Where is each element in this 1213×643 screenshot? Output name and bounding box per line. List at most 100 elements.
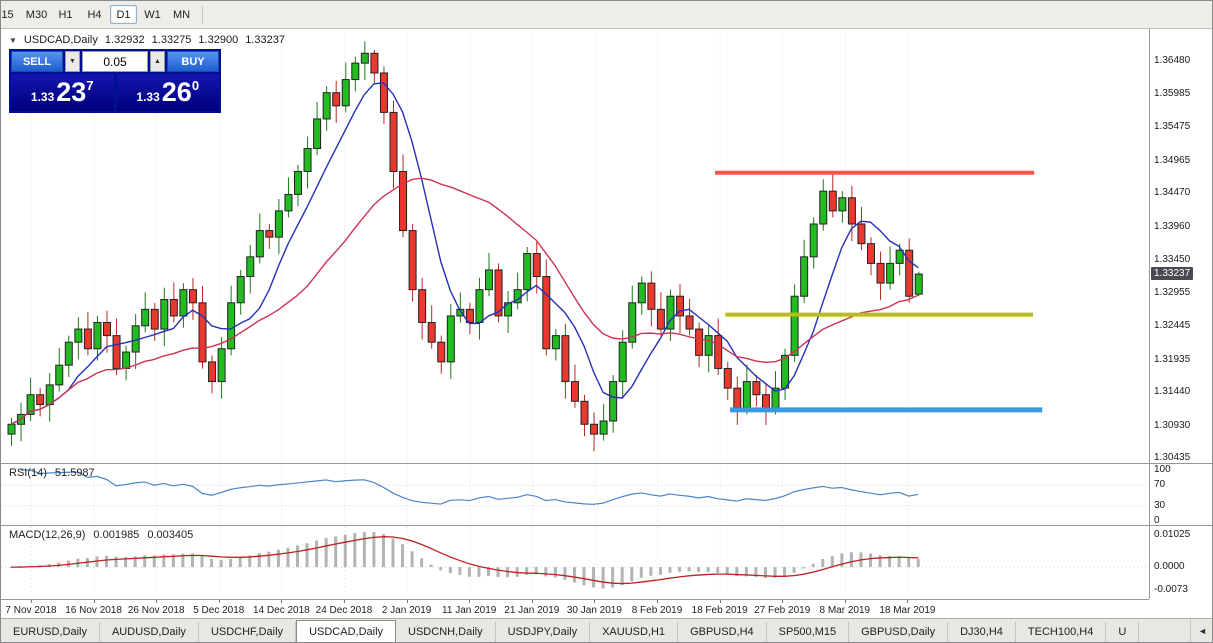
- volume-decrease-icon[interactable]: ▼: [65, 51, 80, 72]
- sell-price-pipette: 7: [86, 78, 94, 93]
- date-axis[interactable]: 7 Nov 2018 16 Nov 2018 26 Nov 2018 5 Dec 20…: [1, 599, 1149, 620]
- price-axis-label: 1.32955: [1154, 286, 1191, 298]
- chart-tab-usdjpy-daily[interactable]: USDJPY,Daily: [496, 622, 591, 642]
- date-axis-label: 24 Dec 2018: [315, 605, 373, 616]
- date-tick-mark: [782, 600, 784, 603]
- date-tick-mark: [531, 600, 533, 603]
- date-axis-label: 18 Feb 2019: [691, 605, 748, 616]
- date-axis-label: 8 Mar 2019: [819, 605, 871, 616]
- chart-tab-tech100-h4[interactable]: TECH100,H4: [1016, 622, 1107, 642]
- macd-label: MACD(12,26,9): [9, 529, 86, 541]
- date-tick-mark: [156, 600, 158, 603]
- date-tick-mark: [907, 600, 909, 603]
- date-axis-label: 7 Nov 2018: [5, 605, 57, 616]
- chart-tab-sp500-m15[interactable]: SP500,M15: [767, 622, 850, 642]
- chart-tab-gbpusd-daily[interactable]: GBPUSD,Daily: [849, 622, 949, 642]
- chart-tab-dj30-h4[interactable]: DJ30,H4: [948, 622, 1016, 642]
- date-tick-mark: [469, 600, 471, 603]
- buy-price-big: 26: [161, 77, 192, 107]
- macd-header: MACD(12,26,9) 0.001985 0.003405: [9, 529, 193, 541]
- rsi-axis: 100 70 30 0: [1149, 464, 1212, 526]
- rsi-header: RSI(14) 51.5987: [9, 467, 95, 479]
- macd-axis-label: 0.0000: [1154, 561, 1185, 573]
- chart-tab-audusd-daily[interactable]: AUDUSD,Daily: [100, 622, 199, 642]
- price-axis-label: 1.35475: [1154, 121, 1191, 133]
- timeframe-button-d1[interactable]: D1: [110, 5, 137, 24]
- chart-tab-u[interactable]: U: [1106, 622, 1140, 642]
- date-axis-label: 30 Jan 2019: [566, 605, 622, 616]
- symbol-title: USDCAD,Daily: [23, 34, 98, 46]
- rsi-axis-label: 100: [1154, 464, 1171, 475]
- ohlc-close: 1.33237: [245, 34, 285, 46]
- price-axis-label: 1.31935: [1154, 353, 1191, 365]
- macd-canvas: [1, 527, 1149, 600]
- chart-tab-usdcad-daily[interactable]: USDCAD,Daily: [296, 620, 397, 642]
- date-axis-label: 26 Nov 2018: [127, 605, 185, 616]
- chart-tab-usdcnh-daily[interactable]: USDCNH,Daily: [396, 622, 496, 642]
- price-axis-label: 1.31440: [1154, 386, 1191, 398]
- date-tick-mark: [344, 600, 345, 603]
- macd-panel: MACD(12,26,9) 0.001985 0.003405 0.01025 0…: [1, 525, 1212, 600]
- ohlc-low: 1.32900: [198, 34, 239, 46]
- date-tick-mark: [31, 600, 32, 603]
- macd-axis-label: -0.0073: [1154, 584, 1188, 595]
- chart-tab-eurusd-daily[interactable]: EURUSD,Daily: [1, 622, 100, 642]
- date-axis-label: 8 Feb 2019: [631, 605, 683, 616]
- macd-axis: 0.01025 0.0000 -0.0073: [1149, 526, 1212, 599]
- date-tick-mark: [594, 600, 596, 603]
- date-axis-label: 18 Mar 2019: [879, 605, 936, 616]
- timeframe-button-h1[interactable]: H1: [58, 8, 73, 21]
- volume-input[interactable]: [82, 51, 148, 72]
- price-axis-label: 1.33960: [1154, 220, 1191, 232]
- macd-axis-label: 0.01025: [1154, 529, 1191, 540]
- date-tick-mark: [844, 600, 846, 603]
- price-axis-label: 1.34965: [1154, 154, 1191, 166]
- timeframe-button-mn[interactable]: MN: [172, 8, 191, 21]
- macd-signal-value: 0.003405: [147, 529, 194, 541]
- sell-price-prefix: 1.33: [30, 90, 55, 104]
- date-axis-label: 27 Feb 2019: [754, 605, 811, 616]
- rsi-label: RSI(14): [9, 467, 47, 479]
- chart-tab-gbpusd-h4[interactable]: GBPUSD,H4: [678, 622, 767, 642]
- sell-button[interactable]: SELL: [11, 51, 63, 72]
- price-axis[interactable]: 1.36480 1.35985 1.35475 1.34965 1.34470 1.339…: [1149, 29, 1212, 464]
- one-click-toggle-icon[interactable]: ▼: [9, 35, 17, 45]
- toolbar-separator: [202, 5, 203, 24]
- price-axis-label: 1.32445: [1154, 320, 1191, 332]
- one-click-trading-panel: SELL ▼ ▲ BUY 1.33 23 7 1.33 26 0: [9, 49, 221, 113]
- date-tick-mark: [719, 600, 721, 603]
- chart-tabs: EURUSD,Daily AUDUSD,Daily USDCHF,Daily USDC…: [1, 619, 1190, 642]
- price-axis-label: 1.35985: [1154, 87, 1191, 99]
- timeframe-button-m30[interactable]: M30: [25, 8, 48, 21]
- buy-price-box[interactable]: 1.33 26 0: [116, 74, 219, 111]
- chart-tabbar: EURUSD,Daily AUDUSD,Daily USDCHF,Daily USDC…: [1, 618, 1212, 642]
- chart-tab-xauusd-h1[interactable]: XAUUSD,H1: [590, 622, 679, 642]
- timeframe-button-h4[interactable]: H4: [87, 8, 102, 21]
- price-axis-label: 1.30435: [1154, 452, 1191, 464]
- timeframe-button-w1[interactable]: W1: [144, 8, 161, 21]
- ohlc-open: 1.32932: [104, 34, 145, 46]
- price-axis-label: 1.30930: [1154, 419, 1191, 431]
- rsi-panel: RSI(14) 51.5987 100 70 30 0: [1, 463, 1212, 526]
- macd-value: 0.001985: [93, 529, 140, 541]
- sell-price-box[interactable]: 1.33 23 7: [11, 74, 114, 111]
- buy-button[interactable]: BUY: [167, 51, 219, 72]
- tab-scroll-left-icon[interactable]: ◄: [1190, 619, 1212, 642]
- sell-price-big: 23: [56, 77, 87, 107]
- volume-increase-icon[interactable]: ▲: [150, 51, 165, 72]
- date-tick-mark: [281, 600, 283, 603]
- rsi-canvas: [1, 465, 1149, 526]
- chart-window: ▼ USDCAD,Daily 1.32932 1.33275 1.32900 1…: [1, 29, 1212, 620]
- rsi-axis-label: 70: [1154, 479, 1166, 491]
- timeframe-button-15[interactable]: 15: [1, 8, 14, 21]
- rsi-axis-label: 0: [1154, 515, 1160, 526]
- buy-price-pipette: 0: [191, 78, 200, 93]
- current-price-tag: 1.33237: [1151, 267, 1194, 281]
- chart-tab-usdchf-daily[interactable]: USDCHF,Daily: [199, 622, 297, 642]
- price-axis-label: 1.34470: [1154, 187, 1191, 199]
- chart-title: ▼ USDCAD,Daily 1.32932 1.33275 1.32900 1…: [9, 34, 285, 46]
- date-tick-mark: [218, 600, 220, 603]
- date-axis-label: 5 Dec 2018: [193, 605, 245, 616]
- date-tick-mark: [93, 600, 95, 603]
